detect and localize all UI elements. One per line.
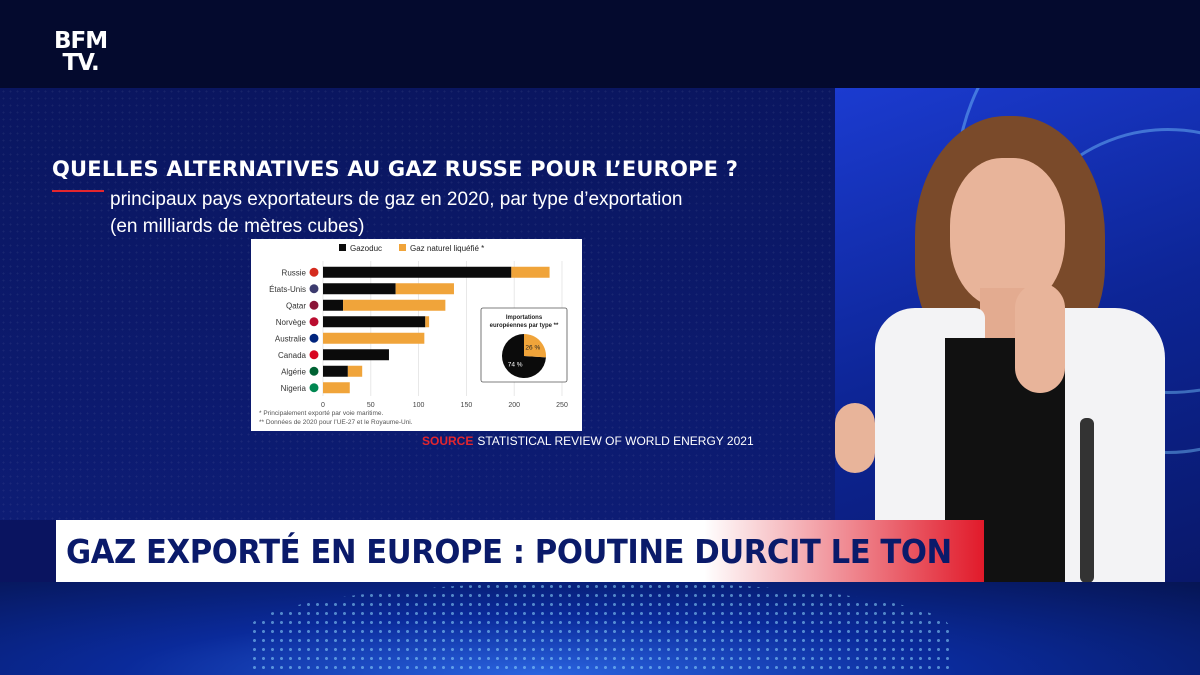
chart-title: QUELLES ALTERNATIVES AU GAZ RUSSE POUR L… xyxy=(52,157,739,181)
category-label: Qatar xyxy=(286,301,306,310)
top-band xyxy=(0,0,1200,88)
bottom-backdrop xyxy=(0,582,1200,675)
logo-line-2: TV. xyxy=(62,50,99,76)
flag-icon xyxy=(309,333,319,343)
bar-gnl xyxy=(395,283,454,295)
pie-inset: Importations européennes par type ** 74 % 2… xyxy=(480,307,568,383)
inset-title: Importations xyxy=(506,315,543,321)
chart-legend: Gazoduc Gaz naturel liquéfié * xyxy=(339,244,484,253)
chart-x-ticks: 0 50 100 150 200 250 xyxy=(321,402,568,409)
bar-gnl xyxy=(511,266,550,278)
bar-gnl xyxy=(425,316,430,328)
headline: GAZ EXPORTÉ EN EUROPE : POUTINE DURCIT L… xyxy=(66,532,952,571)
title-rule xyxy=(52,190,104,192)
bar-gazoduc xyxy=(323,365,348,377)
bar-gnl xyxy=(343,299,446,311)
category-label: Canada xyxy=(278,351,307,360)
chart-subtitle-line2: (en milliards de mètres cubes) xyxy=(110,216,365,237)
footnote: ** Données de 2020 pour l’UE-27 et le Ro… xyxy=(259,419,413,426)
inset-title: européennes par type ** xyxy=(490,323,559,329)
category-label: États-Unis xyxy=(269,285,306,294)
bar-gazoduc xyxy=(323,266,512,278)
channel-logo: BFM TV. xyxy=(54,28,108,76)
x-tick-label: 0 xyxy=(321,402,325,409)
legend-label-gnl: Gaz naturel liquéfié * xyxy=(410,244,484,253)
logo-line-1: BFM xyxy=(54,28,108,54)
category-label: Australie xyxy=(275,334,307,343)
flag-icon xyxy=(309,366,319,376)
category-label: Russie xyxy=(282,268,307,277)
category-label: Nigeria xyxy=(281,384,307,393)
source-credit: SOURCE STATISTICAL REVIEW OF WORLD ENERGY… xyxy=(422,434,754,448)
x-tick-label: 50 xyxy=(367,402,375,409)
pie-slice-label: 26 % xyxy=(525,345,540,352)
lower-third-accent xyxy=(704,520,984,582)
presenter-video xyxy=(835,88,1200,583)
bar-gazoduc xyxy=(323,316,426,328)
bar-gazoduc xyxy=(323,299,344,311)
flag-icon xyxy=(309,284,319,294)
footnote: * Principalement exporté par voie mariti… xyxy=(259,410,383,417)
legend-label-gazoduc: Gazoduc xyxy=(350,244,382,253)
category-label: Algérie xyxy=(281,367,306,376)
pie-slice-label: 74 % xyxy=(508,361,523,368)
bar-gnl xyxy=(347,365,363,377)
source-text: STATISTICAL REVIEW OF WORLD ENERGY 2021 xyxy=(477,434,754,448)
bar-gnl xyxy=(323,382,350,394)
source-label: SOURCE xyxy=(422,434,474,448)
bar-gnl xyxy=(323,332,425,344)
category-label: Norvège xyxy=(276,318,307,327)
chart-category-labels: Russie États-Unis Qatar Norvège Australie Can… xyxy=(269,267,319,393)
bar-gazoduc xyxy=(323,283,396,295)
presenter-hand xyxy=(1015,283,1065,393)
lower-third-edge xyxy=(0,520,56,582)
x-tick-label: 200 xyxy=(508,402,520,409)
chart-card: Gazoduc Gaz naturel liquéfié * Russie État… xyxy=(251,239,582,431)
chart-footnotes: * Principalement exporté par voie mariti… xyxy=(259,410,413,426)
pie-slice xyxy=(502,334,546,378)
x-tick-label: 100 xyxy=(413,402,425,409)
microphone xyxy=(1080,418,1094,583)
flag-icon xyxy=(309,267,319,277)
flag-icon xyxy=(309,317,319,327)
legend-swatch-gnl xyxy=(399,244,406,251)
x-tick-label: 250 xyxy=(556,402,568,409)
flag-icon xyxy=(309,383,319,393)
presenter-hand xyxy=(835,403,875,473)
x-tick-label: 150 xyxy=(461,402,473,409)
bar-gazoduc xyxy=(323,349,389,361)
globe-dots xyxy=(250,582,950,675)
bar-chart: Gazoduc Gaz naturel liquéfié * Russie État… xyxy=(259,244,568,426)
chart-bars xyxy=(323,266,550,394)
lower-third-banner xyxy=(56,520,984,582)
pie-slice xyxy=(524,334,546,358)
flag-icon xyxy=(309,350,319,360)
legend-swatch-gazoduc xyxy=(339,244,346,251)
chart-subtitle-line1: principaux pays exportateurs de gaz en 2… xyxy=(110,189,683,210)
flag-icon xyxy=(309,300,319,310)
